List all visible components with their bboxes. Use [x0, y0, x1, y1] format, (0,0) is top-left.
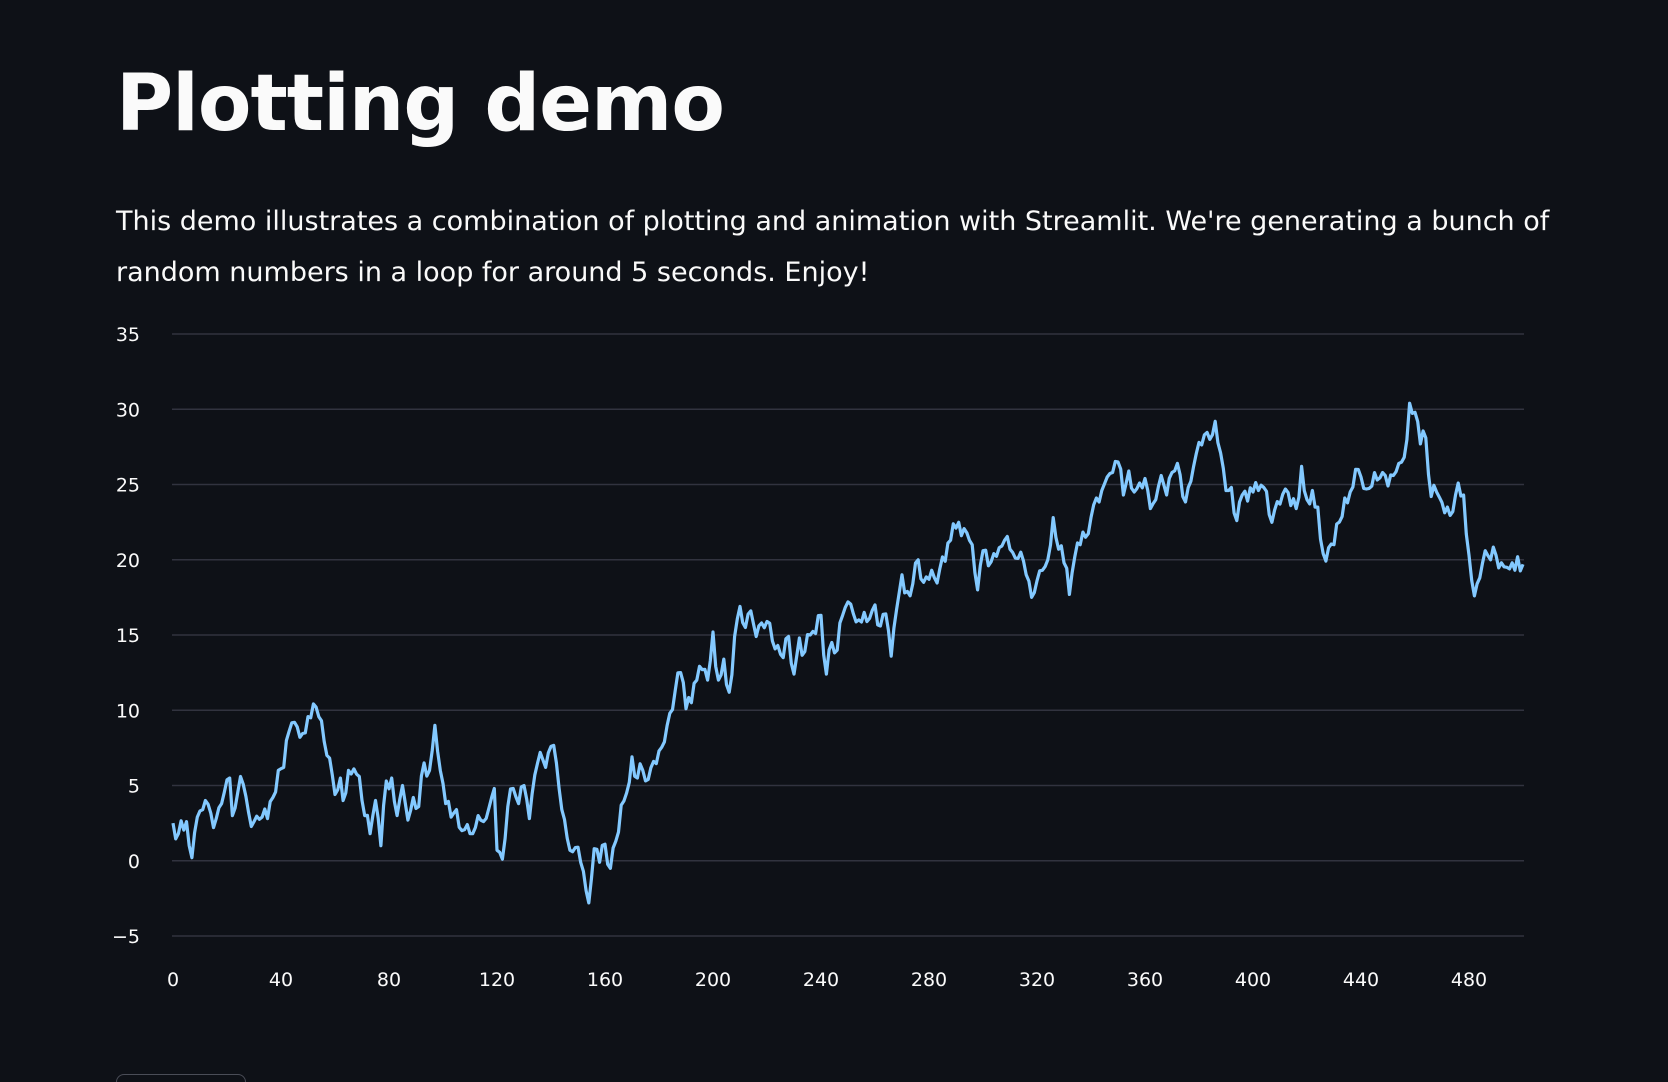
x-tick-label: 280 [911, 969, 947, 991]
y-tick-label: 20 [116, 550, 140, 572]
x-tick-label: 40 [269, 969, 293, 991]
y-axis: −5 0 5 10 15 20 25 30 35 [112, 324, 140, 948]
x-axis: 0 40 80 120 160 200 240 280 320 360 400 440 480 [167, 969, 1487, 991]
x-tick-label: 320 [1019, 969, 1055, 991]
x-tick-label: 160 [587, 969, 623, 991]
page-description: This demo illustrates a combination of p… [116, 206, 1550, 288]
chart-series [171, 401, 1525, 905]
line-chart[interactable]: −5 0 5 10 15 20 25 30 35 0 40 80 120 160 200 240 280 320… [0, 300, 1668, 1020]
x-tick-label: 80 [377, 969, 401, 991]
x-tick-label: 200 [695, 969, 731, 991]
y-tick-label: 15 [116, 625, 140, 647]
x-tick-label: 360 [1127, 969, 1163, 991]
y-tick-label: 35 [116, 324, 140, 346]
rerun-button[interactable] [116, 1074, 246, 1082]
x-tick-label: 400 [1235, 969, 1271, 991]
y-tick-label: 30 [116, 399, 140, 421]
x-tick-label: 440 [1343, 969, 1379, 991]
series-line [171, 401, 1525, 905]
y-tick-label: 0 [128, 851, 140, 873]
y-tick-label: −5 [112, 926, 140, 948]
x-tick-label: 240 [803, 969, 839, 991]
x-tick-label: 0 [167, 969, 179, 991]
y-tick-label: 25 [116, 475, 140, 497]
x-tick-label: 120 [479, 969, 515, 991]
page-title: Plotting demo [116, 59, 725, 149]
x-tick-label: 480 [1451, 969, 1487, 991]
chart-grid [172, 333, 1524, 937]
y-tick-label: 10 [116, 700, 140, 722]
y-tick-label: 5 [128, 776, 140, 798]
